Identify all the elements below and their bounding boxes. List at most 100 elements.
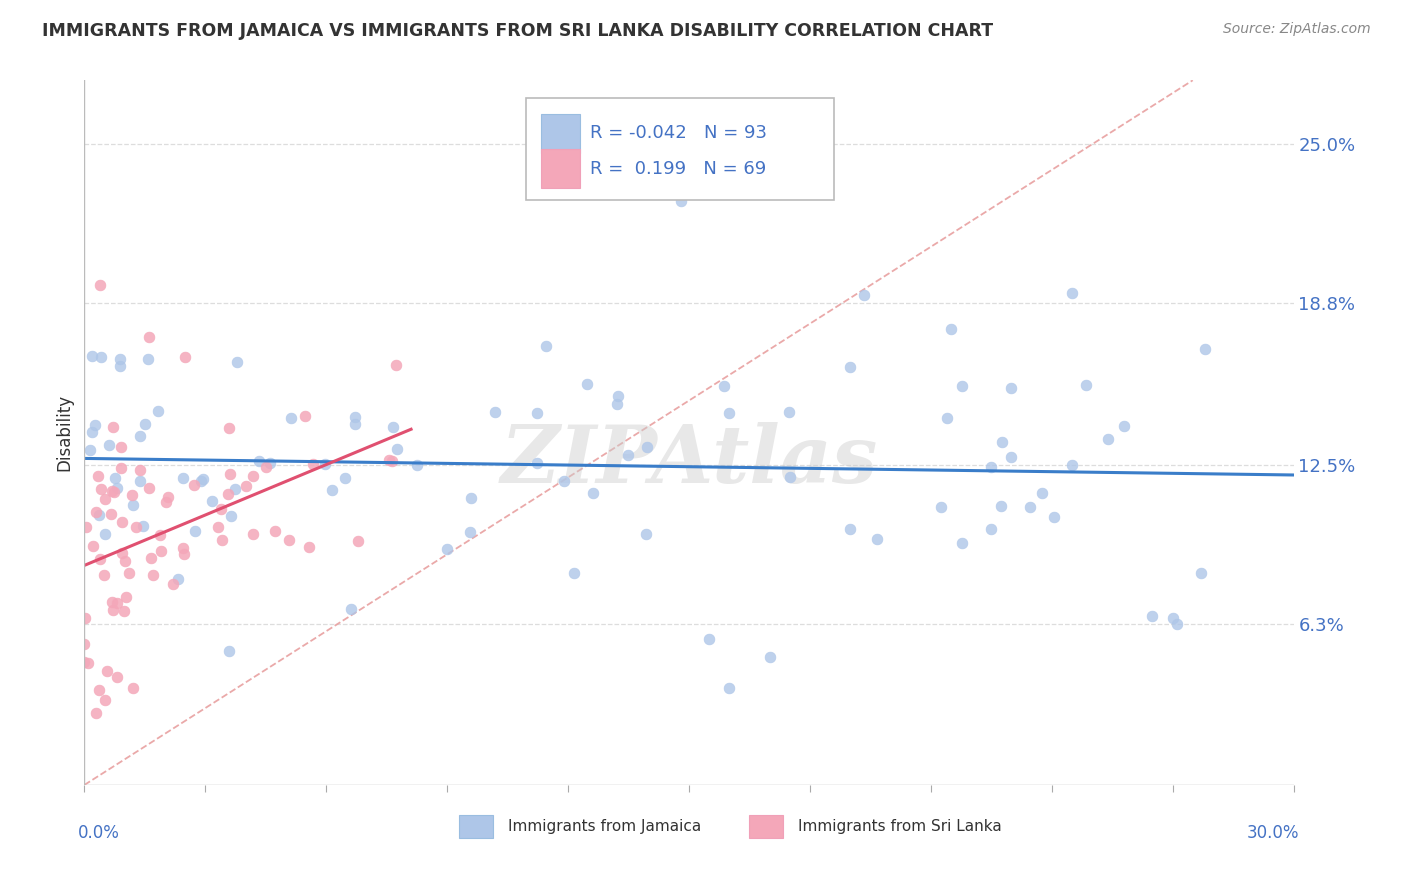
Point [616, 448, 638, 462]
Point [950, 536, 973, 550]
Point [207, 519, 229, 533]
Point [89, 278, 111, 293]
Point [128, 463, 150, 477]
Point [146, 403, 169, 417]
Bar [460, 815, 494, 838]
Point [1161, 611, 1184, 625]
Point [105, 481, 128, 495]
Point [150, 543, 173, 558]
Point [929, 500, 952, 514]
Point [94, 491, 117, 506]
Point [1043, 510, 1066, 524]
Point [1000, 450, 1022, 464]
Point [138, 481, 160, 495]
Point [294, 409, 316, 423]
Point [141, 550, 163, 565]
Text: ZIPAtlas: ZIPAtlas [501, 422, 877, 500]
Point [101, 420, 124, 434]
Point [218, 421, 240, 435]
Point [82, 539, 104, 553]
Point [381, 453, 404, 467]
Point [1060, 285, 1083, 300]
Point [157, 490, 180, 504]
Point [219, 509, 242, 524]
Point [1166, 616, 1188, 631]
Point [347, 533, 370, 548]
Point [90, 482, 112, 496]
Point [101, 595, 124, 609]
Text: 30.0%: 30.0% [1247, 823, 1299, 842]
Point [173, 547, 195, 561]
Text: R = -0.042   N = 93: R = -0.042 N = 93 [589, 125, 766, 143]
Point [1074, 377, 1097, 392]
Point [80, 349, 103, 363]
Point [536, 339, 558, 353]
Text: R =  0.199   N = 69: R = 0.199 N = 69 [589, 160, 766, 178]
Point [121, 488, 143, 502]
Point [713, 379, 735, 393]
Point [97, 438, 120, 452]
Point [339, 602, 361, 616]
Point [121, 681, 143, 695]
Point [108, 351, 131, 366]
Point [277, 533, 299, 547]
Point [343, 410, 366, 425]
Point [321, 483, 343, 497]
Point [384, 358, 406, 372]
Point [1097, 432, 1119, 446]
Point [526, 406, 548, 420]
Point [103, 485, 125, 500]
Point [259, 456, 281, 470]
Point [190, 474, 212, 488]
Point [1114, 419, 1136, 434]
Point [1031, 486, 1053, 500]
Point [134, 417, 156, 432]
Point [839, 360, 862, 375]
Point [224, 482, 246, 496]
Point [778, 405, 800, 419]
Point [86, 706, 108, 721]
Point [980, 460, 1002, 475]
Point [89, 552, 111, 566]
Point [89, 508, 111, 522]
Point [280, 410, 302, 425]
Point [378, 453, 401, 467]
Point [343, 417, 366, 431]
Point [105, 596, 128, 610]
Point [839, 522, 862, 536]
Point [110, 546, 132, 560]
Point [576, 377, 599, 392]
Point [110, 359, 132, 374]
Point [405, 458, 427, 472]
Point [94, 527, 117, 541]
Point [172, 471, 194, 485]
Point [936, 411, 959, 425]
Point [110, 440, 132, 454]
Point [298, 540, 321, 554]
Y-axis label: Disability: Disability [55, 394, 73, 471]
Point [226, 355, 249, 369]
Point [582, 486, 605, 500]
Point [167, 573, 190, 587]
Point [697, 632, 720, 646]
Point [718, 406, 741, 420]
Point [105, 670, 128, 684]
Text: IMMIGRANTS FROM JAMAICA VS IMMIGRANTS FROM SRI LANKA DISABILITY CORRELATION CHAR: IMMIGRANTS FROM JAMAICA VS IMMIGRANTS FR… [42, 22, 993, 40]
Point [718, 681, 741, 695]
Point [73, 637, 96, 651]
Text: Source: ZipAtlas.com: Source: ZipAtlas.com [1223, 22, 1371, 37]
Point [382, 420, 405, 434]
Point [302, 457, 325, 471]
FancyBboxPatch shape [526, 98, 834, 200]
Point [242, 527, 264, 541]
Point [87, 683, 110, 698]
Point [1194, 343, 1216, 357]
Point [249, 454, 271, 468]
Point [991, 434, 1014, 449]
Point [128, 429, 150, 443]
Text: Immigrants from Jamaica: Immigrants from Jamaica [508, 819, 700, 834]
Point [607, 389, 630, 403]
Point [138, 329, 160, 343]
Point [96, 665, 118, 679]
Text: Immigrants from Sri Lanka: Immigrants from Sri Lanka [797, 819, 1001, 834]
